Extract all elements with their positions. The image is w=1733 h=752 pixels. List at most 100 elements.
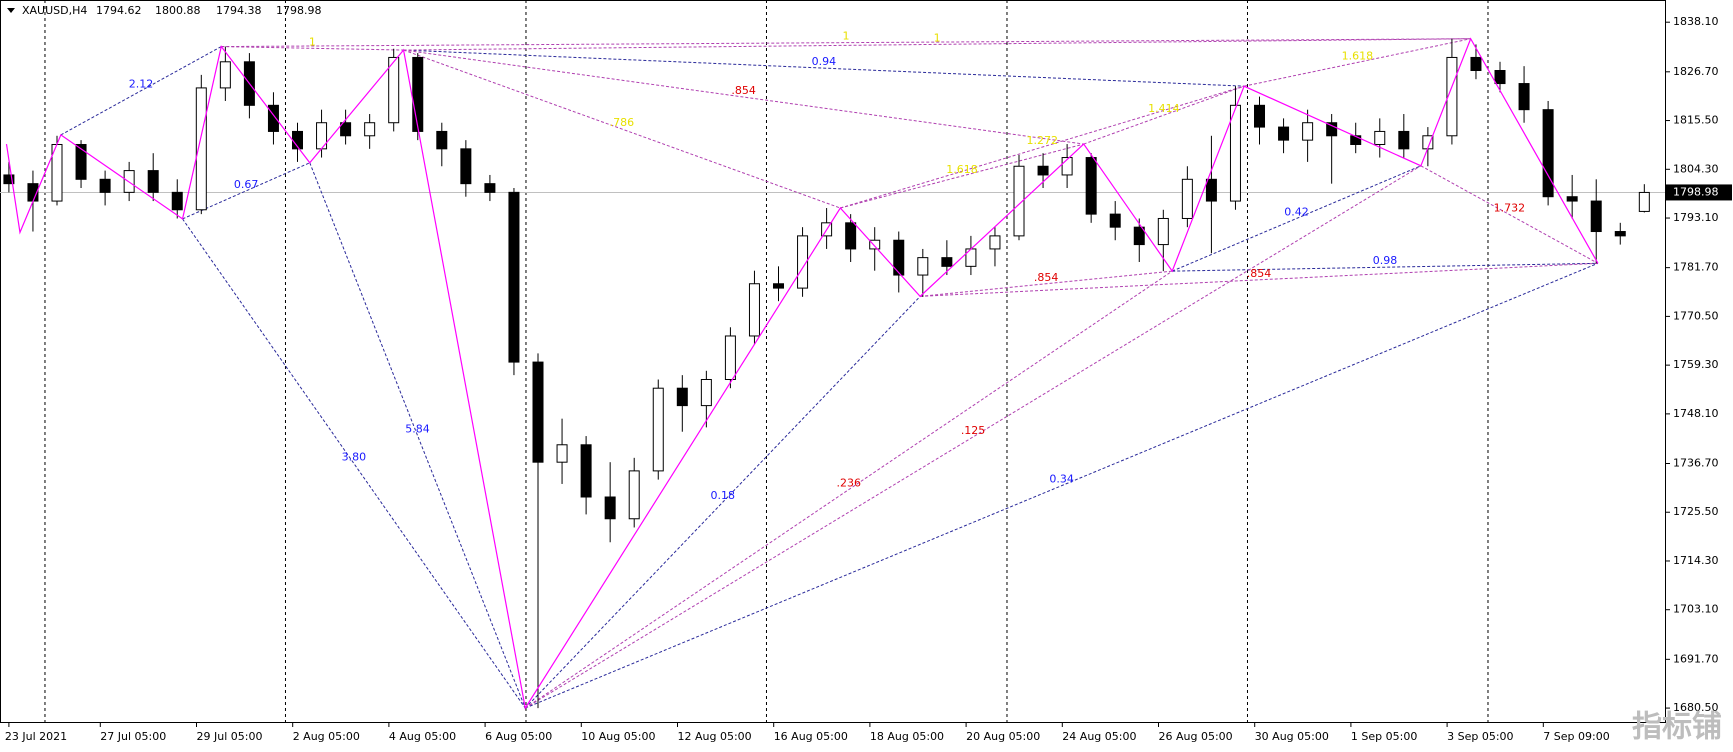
- candle-body: [628, 470, 640, 520]
- plot-area: [0, 0, 1665, 722]
- fib-line: [403, 38, 1471, 51]
- fib-label: .236: [836, 477, 861, 490]
- fib-label: 1.732: [1494, 202, 1526, 215]
- candle-body: [845, 222, 857, 250]
- y-tick-label: 1680.50: [1673, 701, 1719, 714]
- y-tick-label: 1793.10: [1673, 211, 1719, 224]
- fib-line: [1244, 38, 1471, 87]
- candle-body: [147, 170, 159, 193]
- price-box-label: 1798.98: [1673, 185, 1719, 198]
- fib-line: [221, 46, 404, 51]
- fib-line: [524, 165, 1422, 709]
- candle-body: [460, 148, 472, 185]
- fib-line: [840, 85, 1245, 209]
- candle-body: [484, 183, 496, 193]
- candle-body: [773, 283, 785, 289]
- fib-line: [524, 296, 921, 709]
- candle-body: [1254, 104, 1266, 128]
- open-value: 1794.62: [96, 4, 142, 17]
- candle-body: [388, 56, 400, 124]
- candle-body: [1181, 178, 1193, 219]
- candle-body: [1542, 109, 1554, 198]
- y-tick-label: 1770.50: [1673, 309, 1719, 322]
- fib-line: [920, 262, 1598, 297]
- candle-body: [1398, 130, 1410, 150]
- fib-label: 0.34: [1049, 473, 1074, 486]
- candle-body: [1518, 83, 1530, 111]
- fib-label: .854: [1247, 267, 1272, 280]
- candle-body: [364, 122, 376, 137]
- plot-frame: [0, 0, 1666, 723]
- x-tick-label: 4 Aug 05:00: [389, 730, 456, 743]
- candle-body: [75, 143, 87, 180]
- x-tick-label: 29 Jul 05:00: [196, 730, 262, 743]
- y-tick-label: 1815.50: [1673, 114, 1719, 127]
- close-value: 1798.98: [276, 4, 322, 17]
- candle-body: [1614, 231, 1626, 237]
- y-tick-label: 1736.70: [1673, 456, 1719, 469]
- fib-label: 1: [309, 35, 316, 48]
- fib-label: .125: [961, 424, 986, 437]
- fib-line: [309, 162, 526, 709]
- x-tick-label: 6 Aug 05:00: [485, 730, 552, 743]
- candle-body: [1278, 126, 1290, 141]
- symbol: XAUUSD,H4: [22, 4, 87, 17]
- fib-label: 0.42: [1284, 205, 1309, 218]
- candle-body: [1061, 157, 1073, 176]
- candle-body: [893, 239, 905, 276]
- candle-body: [1229, 104, 1241, 202]
- fib-label: 1.414: [1148, 102, 1180, 115]
- candle-body: [171, 191, 183, 211]
- candle-body: [1302, 122, 1314, 141]
- fib-line: [1172, 165, 1422, 272]
- y-tick-label: 1781.70: [1673, 261, 1719, 274]
- candle-body: [1446, 56, 1458, 137]
- candle-body: [340, 122, 352, 137]
- candle-body: [1037, 165, 1049, 176]
- candle-body: [580, 444, 592, 498]
- candle-body: [532, 361, 544, 463]
- watermark: 指标铺: [1632, 710, 1722, 745]
- fib-line: [1172, 262, 1598, 272]
- x-tick-label: 1 Sep 05:00: [1351, 730, 1417, 743]
- candle-body: [676, 387, 688, 407]
- fib-label: 5.84: [405, 422, 430, 435]
- candle-body: [436, 130, 448, 150]
- candle-body: [1205, 178, 1217, 202]
- candle-body: [1566, 196, 1578, 202]
- zigzag-line: [5, 37, 1599, 710]
- x-tick-label: 24 Aug 05:00: [1062, 730, 1136, 743]
- candle-body: [797, 235, 809, 289]
- fib-label: 3.80: [342, 450, 367, 463]
- fib-label: 2.12: [129, 78, 154, 91]
- candle-body: [1109, 213, 1121, 228]
- x-tick-label: 3 Sep 05:00: [1447, 730, 1513, 743]
- candle-body: [1013, 165, 1025, 237]
- fib-label: 1: [842, 30, 849, 43]
- fib-line: [403, 49, 841, 209]
- fib-label: .854: [731, 84, 756, 97]
- candle-body: [941, 257, 953, 267]
- fib-label: 0.98: [1373, 254, 1398, 267]
- candle-body: [604, 496, 616, 520]
- fib-label: 1.272: [1026, 134, 1058, 147]
- candle-body: [1085, 157, 1097, 215]
- fib-label: 0.18: [710, 489, 735, 502]
- fib-line: [1083, 85, 1245, 145]
- fib-label: 1.618: [1342, 49, 1374, 62]
- fib-line: [524, 270, 1173, 709]
- fib-line: [60, 46, 222, 136]
- candle-body: [1590, 200, 1602, 233]
- candle-body: [556, 444, 568, 463]
- x-tick-label: 18 Aug 05:00: [870, 730, 944, 743]
- fib-line: [920, 270, 1173, 297]
- fib-line: [221, 38, 1471, 48]
- fib-line: [525, 262, 1599, 709]
- candle-body: [917, 257, 929, 276]
- menu-arrow[interactable]: [7, 8, 15, 13]
- fib-line: [1420, 165, 1599, 264]
- x-tick-label: 27 Jul 05:00: [100, 730, 166, 743]
